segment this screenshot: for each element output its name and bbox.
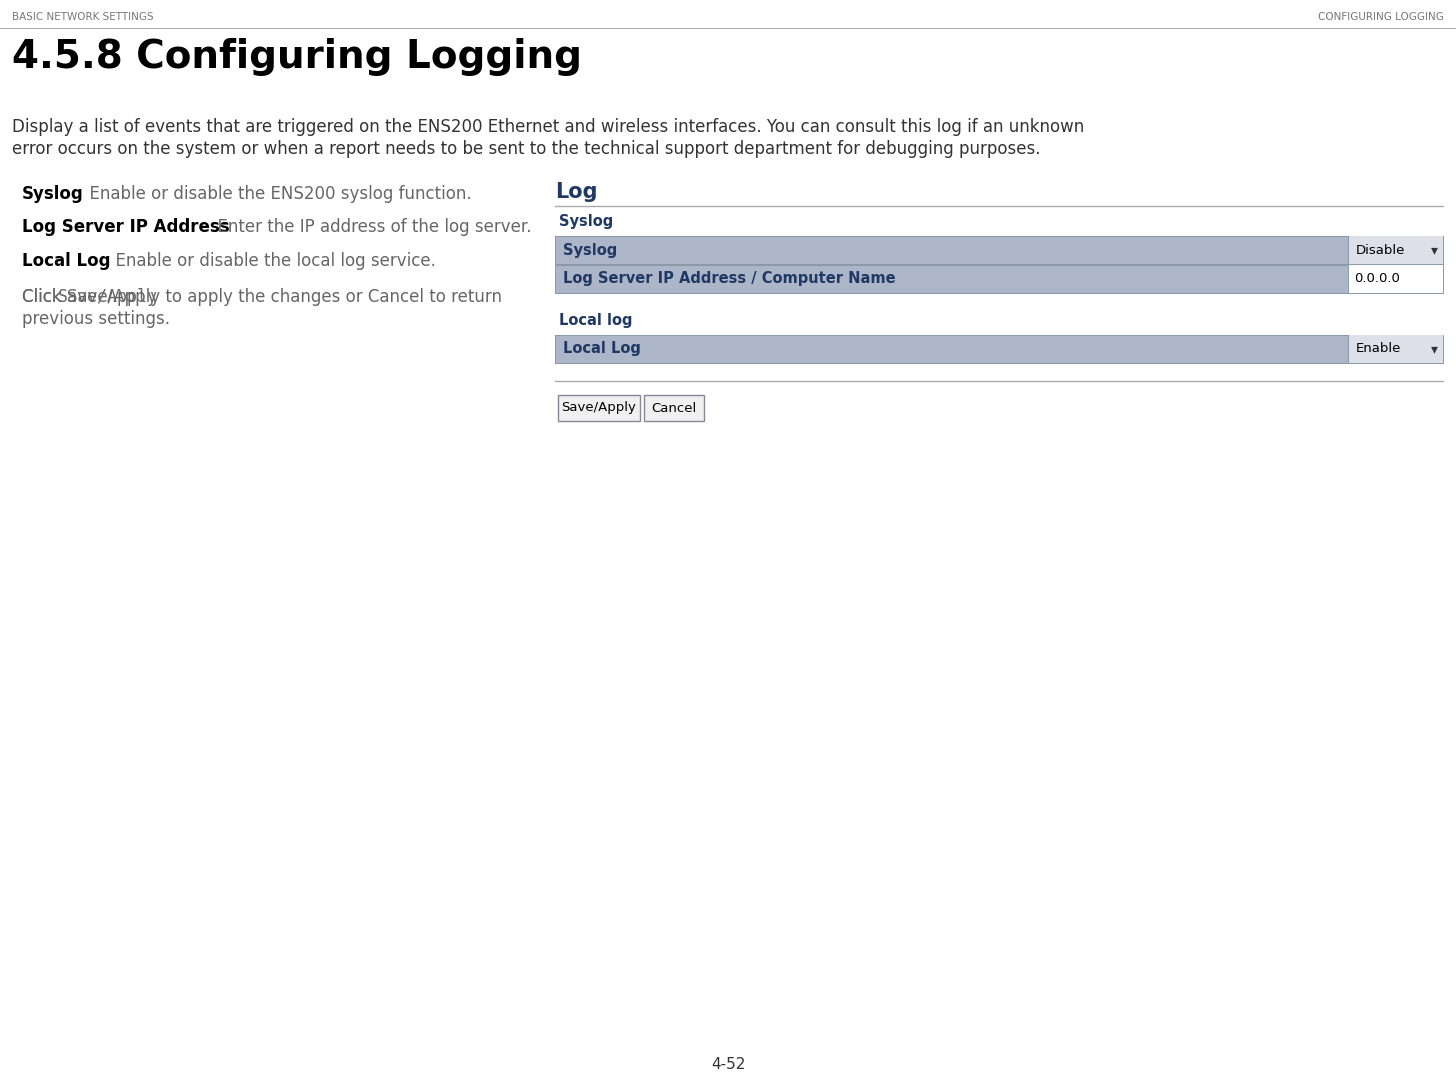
Text: ▾: ▾ (1431, 243, 1439, 257)
Text: Enter the IP address of the log server.: Enter the IP address of the log server. (207, 218, 531, 237)
Text: previous settings.: previous settings. (22, 310, 170, 328)
Text: Local log: Local log (559, 313, 632, 328)
Bar (1348, 265, 1443, 293)
Bar (555, 335, 1443, 363)
Bar (555, 265, 1443, 293)
Text: ▾: ▾ (1431, 342, 1439, 356)
Text: Display a list of events that are triggered on the ENS200 Ethernet and wireless : Display a list of events that are trigge… (12, 118, 1085, 136)
Text: Log Server IP Address: Log Server IP Address (22, 218, 230, 237)
Text: Click Save/Apply to apply the changes or Cancel to return: Click Save/Apply to apply the changes or… (22, 288, 502, 306)
Text: CONFIGURING LOGGING: CONFIGURING LOGGING (1318, 12, 1444, 22)
Bar (1348, 335, 1443, 363)
Bar (555, 237, 1443, 264)
Text: BASIC NETWORK SETTINGS: BASIC NETWORK SETTINGS (12, 12, 154, 22)
Text: Syslog: Syslog (22, 185, 84, 203)
Bar (1348, 237, 1443, 264)
Text: Syslog: Syslog (563, 242, 617, 257)
Text: Enable or disable the ENS200 syslog function.: Enable or disable the ENS200 syslog func… (79, 185, 472, 203)
Text: Local Log: Local Log (563, 341, 641, 356)
Text: Enable: Enable (1356, 342, 1401, 355)
Text: Cancel: Cancel (651, 401, 696, 414)
Text: 0.0.0.0: 0.0.0.0 (1354, 272, 1399, 286)
Text: Log Server IP Address / Computer Name: Log Server IP Address / Computer Name (563, 271, 895, 287)
Text: Local Log: Local Log (22, 252, 111, 270)
FancyBboxPatch shape (644, 395, 705, 421)
Text: Click: Click (22, 288, 67, 306)
Text: error occurs on the system or when a report needs to be sent to the technical su: error occurs on the system or when a rep… (12, 140, 1041, 158)
FancyBboxPatch shape (558, 395, 641, 421)
Text: Enable or disable the local log service.: Enable or disable the local log service. (105, 252, 435, 270)
Text: Disable: Disable (1356, 243, 1405, 256)
Text: Syslog: Syslog (559, 214, 613, 229)
Text: Save/Apply: Save/Apply (562, 401, 636, 414)
Text: 4.5.8 Configuring Logging: 4.5.8 Configuring Logging (12, 38, 582, 76)
Text: Log: Log (555, 182, 597, 202)
Text: 4-52: 4-52 (711, 1057, 745, 1071)
Text: Save/Apply: Save/Apply (58, 288, 159, 306)
